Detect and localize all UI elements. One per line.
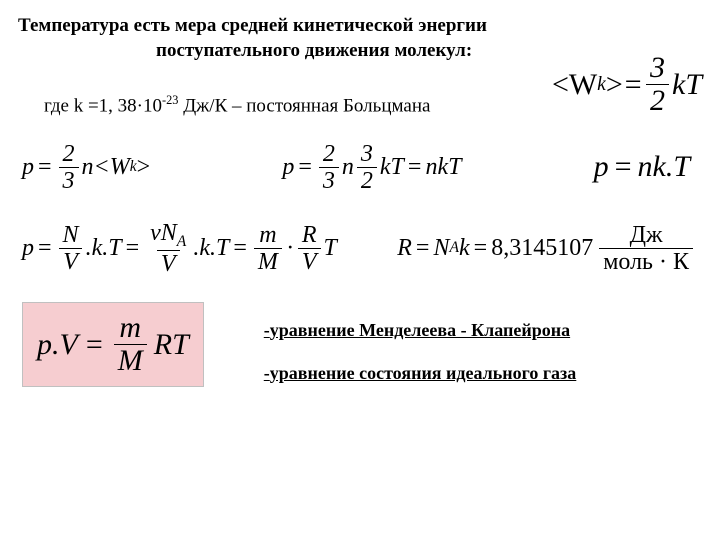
box-tail: RT	[154, 328, 189, 362]
p4a-tail: .k.T	[86, 235, 122, 262]
p2-mid2: kT	[380, 154, 404, 181]
p4a-eq: =	[38, 235, 52, 262]
p4a-frac: NV	[59, 223, 83, 274]
p4b-eq: =	[233, 235, 247, 262]
row-pressure-1: p = 23 n<Wk> p = 23 n 32 kT = nkT p = nk…	[18, 142, 702, 193]
p4b-sub1: A	[177, 233, 187, 250]
boltzmann-constant-text: где k =1, 38·10-23 Дж/К – постоянная Бол…	[18, 93, 552, 117]
p1-lhs: p	[22, 154, 34, 181]
R-eq2: =	[474, 235, 488, 262]
p2-n2: 3	[357, 142, 377, 167]
p2-tail: nkT	[425, 154, 461, 181]
p4b-tail2: T	[324, 235, 337, 262]
p1-num: 2	[59, 142, 79, 167]
p3-lhs: p	[594, 150, 609, 184]
formula-R: R = NAk = 8,3145107 Джмоль · К	[397, 223, 702, 274]
p2-n1: 2	[319, 142, 339, 167]
label-mendeleev-text: уравнение Менделеева - Клапейрона	[270, 320, 570, 340]
p1-den: 3	[59, 167, 79, 193]
formula-p3: p = nk.T	[594, 150, 690, 184]
p1-mid: n<W	[82, 154, 130, 181]
box-d: M	[114, 344, 147, 376]
p4b-d2: M	[254, 248, 282, 274]
p1-end: >	[137, 154, 151, 181]
R-val: 8,3145107	[491, 235, 593, 262]
wk-frac: 32	[646, 53, 669, 116]
equation-labels: -уравнение Менделеева - Клапейрона -урав…	[264, 320, 577, 406]
formula-wk: <Wk>= 32 kT	[552, 53, 702, 116]
wk-num: 3	[646, 53, 669, 84]
R-mid1: N	[433, 235, 449, 262]
boltzmann-prefix: где k =1, 38·10	[44, 96, 162, 117]
p2-frac2: 32	[357, 142, 377, 193]
p4a-eq2: =	[126, 235, 140, 262]
row-boxed: p.V = mM RT -уравнение Менделеева - Клап…	[18, 302, 702, 406]
p4b-frac2: mM	[254, 223, 282, 274]
p4b-d3: V	[298, 248, 321, 274]
R-unit-n: Дж	[626, 223, 667, 248]
p2-lhs: p	[282, 154, 294, 181]
p2-eq2: =	[408, 154, 422, 181]
p2-frac1: 23	[319, 142, 339, 193]
label-ideal-text: уравнение состояния идеального газа	[270, 363, 577, 383]
R-unit-d: моль · К	[599, 248, 693, 274]
p4b-n1: νN	[150, 220, 177, 246]
box-lhs: p.V	[37, 328, 78, 362]
boltzmann-suffix: Дж/К – постоянная Больцмана	[178, 96, 430, 117]
formula-p1: p = 23 n<Wk>	[22, 142, 150, 193]
R-lhs: R	[397, 235, 412, 262]
p4b-n2: m	[255, 223, 280, 248]
p4b-tail1: .k.T	[193, 235, 229, 262]
wk-den: 2	[646, 84, 669, 116]
p1-eq: =	[38, 154, 52, 181]
p4b-frac1: νNA V	[146, 221, 190, 276]
p4b-d1: V	[157, 250, 180, 276]
p4a-n: N	[59, 223, 83, 248]
p3-eq: =	[615, 150, 632, 184]
p2-eq: =	[298, 154, 312, 181]
p4a-lhs: p	[22, 235, 34, 262]
row-boltzmann: где k =1, 38·10-23 Дж/К – постоянная Бол…	[18, 79, 702, 117]
wk-tail: kT	[672, 68, 702, 102]
heading-line1: Температура есть мера средней кинетическ…	[18, 14, 702, 39]
box-eq: =	[86, 328, 103, 362]
p4a-d: V	[59, 248, 82, 274]
p2-d1: 3	[319, 167, 339, 193]
formula-boxed: p.V = mM RT	[22, 302, 204, 387]
box-n: m	[115, 313, 145, 344]
R-unit: Джмоль · К	[599, 223, 693, 274]
p4b-n1w: νNA	[146, 221, 190, 250]
p1-sub: k	[130, 158, 137, 176]
wk-eq: =	[623, 68, 643, 102]
box-frac: mM	[114, 313, 147, 376]
wk-rhs: >	[606, 68, 623, 102]
p4b-dot: ·	[287, 235, 293, 262]
wk-lhs: <W	[552, 68, 597, 102]
R-mid2: k	[459, 235, 470, 262]
label-ideal-gas: -уравнение состояния идеального газа	[264, 363, 577, 384]
boltzmann-exp: -23	[162, 93, 178, 107]
formula-p4: p = NV .k.T = νNA V .k.T = mM · RV T	[22, 221, 337, 276]
p2-d2: 2	[357, 167, 377, 193]
row-pressure-2: p = NV .k.T = νNA V .k.T = mM · RV T R =…	[18, 221, 702, 276]
label-mendeleev: -уравнение Менделеева - Клапейрона	[264, 320, 577, 341]
wk-sub: k	[597, 74, 606, 96]
formula-p2: p = 23 n 32 kT = nkT	[282, 142, 461, 193]
R-eq: =	[416, 235, 430, 262]
p1-frac: 23	[59, 142, 79, 193]
p3-tail: nk.T	[638, 150, 691, 184]
p4b-frac3: RV	[298, 223, 321, 274]
p2-mid1: n	[342, 154, 354, 181]
p4b-n3: R	[298, 223, 321, 248]
R-sub: A	[449, 239, 459, 257]
